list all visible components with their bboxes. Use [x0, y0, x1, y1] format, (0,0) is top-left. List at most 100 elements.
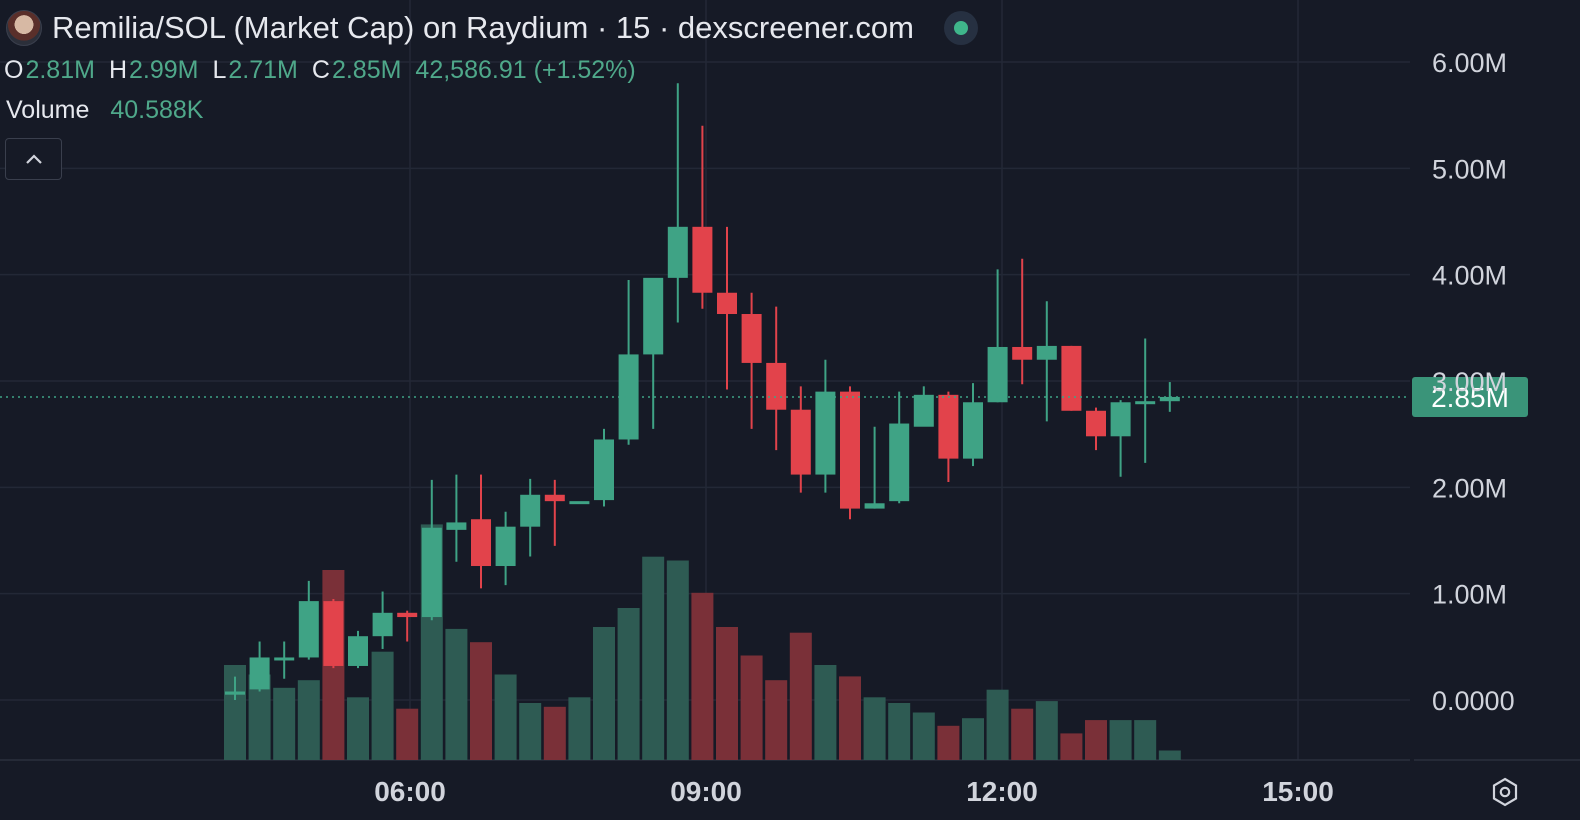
volume-bar — [691, 592, 714, 760]
chart-settings-button[interactable] — [1488, 775, 1522, 809]
volume-bar — [962, 718, 984, 760]
y-tick-label: 2.00M — [1432, 473, 1507, 503]
volume-bar — [470, 642, 492, 760]
y-tick-label: 6.00M — [1432, 48, 1507, 78]
volume-bar — [863, 697, 886, 760]
change-value: 42,586.91 (+1.52%) — [415, 56, 636, 84]
candle-body[interactable] — [446, 522, 467, 530]
x-tick-label: 12:00 — [966, 776, 1038, 807]
candle-body[interactable] — [520, 494, 541, 527]
candle-body[interactable] — [249, 657, 270, 690]
volume-bar — [494, 674, 517, 760]
volume-bar — [371, 651, 394, 760]
volume-bar — [1085, 720, 1107, 760]
open-value: 2.81M — [25, 56, 95, 84]
volume-bar — [789, 632, 812, 760]
candle-body[interactable] — [938, 394, 959, 459]
candle-body[interactable] — [225, 691, 245, 695]
last-price-tag — [1412, 376, 1528, 417]
candle-body[interactable] — [397, 612, 418, 618]
volume-bar — [642, 556, 665, 760]
volume-bar — [1011, 708, 1034, 760]
volume-bar — [666, 560, 689, 760]
x-tick-label: 15:00 — [1262, 776, 1334, 807]
candle-body[interactable] — [987, 346, 1008, 403]
candle-body[interactable] — [717, 292, 737, 315]
volume-bar — [1158, 750, 1181, 760]
candle-body[interactable] — [913, 394, 934, 427]
hexagon-gear-icon — [1492, 777, 1518, 807]
volume-bar — [1109, 720, 1132, 760]
volume-bar — [543, 706, 566, 760]
candle-body[interactable] — [298, 601, 319, 658]
live-status-dot-icon — [944, 11, 978, 45]
volume-bar — [986, 689, 1009, 760]
volume-bar — [937, 725, 960, 760]
candle-body[interactable] — [766, 362, 787, 410]
volume-bar — [617, 608, 640, 760]
volume-bars — [224, 524, 1181, 760]
volume-bar — [224, 665, 246, 760]
candle-body[interactable] — [1135, 401, 1156, 405]
candle-body[interactable] — [643, 277, 664, 355]
candle-body[interactable] — [864, 503, 885, 509]
candle-body[interactable] — [889, 423, 910, 502]
candle-body[interactable] — [544, 494, 565, 502]
chevron-up-icon — [25, 154, 42, 164]
x-tick-label: 06:00 — [374, 776, 446, 807]
candle-body[interactable] — [618, 354, 639, 440]
volume-readout: Volume 40.588K — [6, 96, 203, 125]
volume-bar — [839, 676, 861, 760]
candle-body[interactable] — [815, 391, 836, 475]
open-label: O — [4, 56, 24, 84]
candle-body[interactable] — [790, 409, 811, 475]
price-axis: 6.00M 5.00M 4.00M 3.00M 2.00M 1.00M 0.0000 — [1432, 48, 1515, 716]
volume-bar — [888, 703, 911, 760]
volume-bar — [1060, 733, 1083, 760]
candle-body[interactable] — [1012, 346, 1033, 360]
candle-body[interactable] — [471, 519, 491, 567]
y-tick-label: 5.00M — [1432, 154, 1507, 184]
high-label: H — [108, 56, 127, 84]
candle-body[interactable] — [569, 501, 590, 505]
volume-bar — [347, 697, 369, 760]
candle-body[interactable] — [963, 402, 983, 459]
candle-body[interactable] — [1159, 396, 1180, 402]
volume-bar — [568, 697, 591, 760]
candle-body[interactable] — [840, 391, 860, 509]
candles — [225, 83, 1180, 700]
volume-bar — [248, 674, 271, 760]
candle-body[interactable] — [1036, 345, 1057, 360]
high-value: 2.99M — [129, 56, 199, 84]
candle-body[interactable] — [421, 527, 442, 618]
volume-bar — [519, 703, 542, 760]
candle-body[interactable] — [372, 612, 393, 637]
volume-bar — [814, 665, 837, 760]
last-price-line: 2.85M — [0, 376, 1528, 417]
candle-body[interactable] — [274, 657, 295, 661]
candle-body[interactable] — [1086, 410, 1106, 437]
candle-body[interactable] — [692, 226, 713, 293]
close-value: 2.85M — [331, 56, 402, 84]
candle-body[interactable] — [323, 601, 344, 666]
y-tick-label: 4.00M — [1432, 261, 1507, 291]
volume-bar — [297, 680, 320, 760]
y-tick-label: 0.0000 — [1432, 686, 1515, 716]
collapse-legend-button[interactable] — [5, 138, 62, 180]
chart-header: Remilia/SOL (Market Cap) on Raydium · 15… — [6, 8, 978, 48]
volume-label: Volume — [6, 96, 90, 124]
candle-body[interactable] — [1110, 402, 1131, 437]
volume-bar — [593, 627, 615, 760]
last-price-label: 2.85M — [1431, 382, 1509, 413]
candle-body[interactable] — [1061, 345, 1082, 411]
candle-body[interactable] — [667, 226, 688, 278]
candle-body[interactable] — [741, 314, 762, 363]
candle-body[interactable] — [594, 439, 614, 501]
candle-body[interactable] — [495, 526, 516, 567]
candle-body[interactable] — [348, 636, 368, 666]
volume-bar — [1035, 701, 1058, 760]
volume-bar — [716, 627, 738, 760]
ohlc-readout: O 2.81M H 2.99M L 2.71M C 2.85M 42,586.9… — [4, 56, 650, 85]
token-avatar — [6, 10, 42, 46]
